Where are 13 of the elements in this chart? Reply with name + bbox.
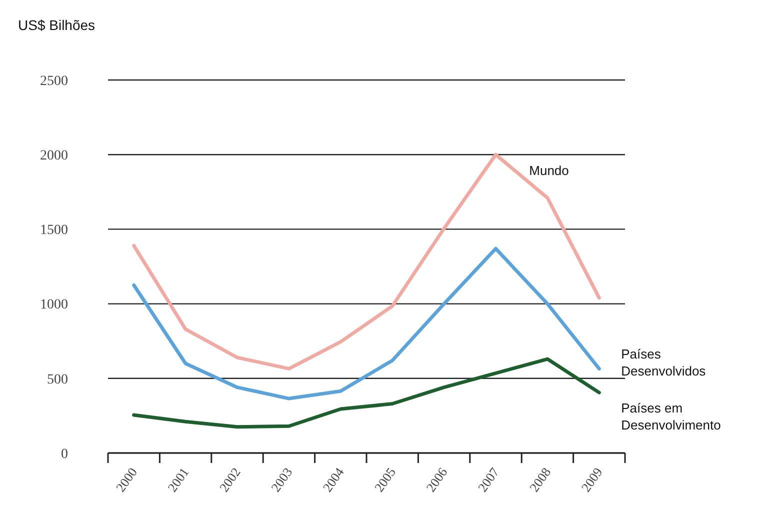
line-series — [132, 246, 601, 400]
series-label: Mundo — [529, 163, 569, 178]
y-tick-label: 500 — [47, 372, 68, 388]
series-label: Países em Desenvolvimento — [621, 400, 721, 433]
series-label: Países Desenvolvidos — [621, 346, 706, 379]
y-tick-label: 0 — [61, 446, 68, 462]
line-series — [132, 152, 601, 370]
y-tick-label: 2500 — [40, 74, 68, 89]
y-tick-label: 1500 — [40, 223, 68, 238]
line-series — [132, 357, 601, 429]
y-tick-label: 2000 — [40, 148, 68, 164]
y-tick-label: 1000 — [40, 298, 68, 313]
y-axis-title: US$ Bilhões — [18, 17, 96, 33]
